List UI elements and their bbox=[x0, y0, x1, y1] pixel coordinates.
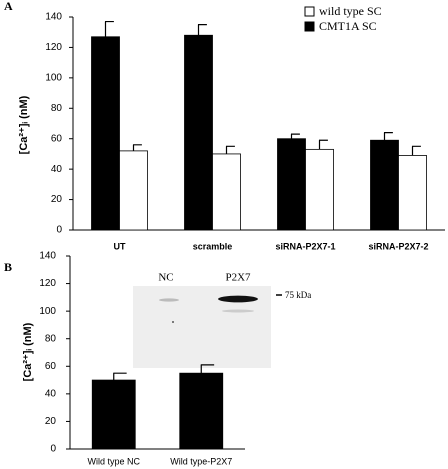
bar bbox=[398, 155, 427, 231]
y-axis-label: [Ca²⁺]ᵢ (nM) bbox=[18, 95, 30, 154]
panel-label: B bbox=[4, 260, 12, 274]
x-tick-label: siRNA-P2X7-2 bbox=[368, 241, 428, 251]
x-tick-label: Wild type-P2X7 bbox=[170, 456, 232, 466]
x-tick-label: siRNA-P2X7-1 bbox=[275, 241, 335, 251]
y-tick-label: 20 bbox=[51, 194, 63, 205]
error-bar bbox=[197, 24, 207, 36]
y-tick-label: 20 bbox=[45, 416, 57, 427]
y-tick-label: 140 bbox=[45, 12, 62, 23]
bar bbox=[212, 153, 241, 231]
legend-swatch bbox=[304, 21, 315, 32]
y-tick-label: 120 bbox=[39, 278, 56, 289]
y-tick-label: 100 bbox=[45, 72, 62, 83]
y-tick-label: 0 bbox=[50, 444, 56, 455]
error-bar bbox=[318, 139, 328, 150]
legend-swatch bbox=[304, 6, 315, 17]
bar bbox=[179, 372, 224, 450]
x-tick-label: UT bbox=[114, 241, 126, 251]
y-axis-label: [Ca²⁺]ᵢ (nM) bbox=[22, 322, 34, 381]
error-bar bbox=[290, 133, 300, 139]
legend-label: CMT1A SC bbox=[319, 19, 377, 33]
y-tick-label: 80 bbox=[51, 103, 63, 114]
y-tick-label: 100 bbox=[39, 306, 56, 317]
bar bbox=[370, 139, 399, 231]
bar bbox=[119, 150, 148, 231]
blot-speck bbox=[172, 321, 174, 323]
error-bar bbox=[200, 364, 215, 374]
bar bbox=[91, 36, 120, 231]
y-tick-label: 140 bbox=[39, 251, 56, 262]
lane-label: P2X7 bbox=[225, 272, 251, 284]
western-blot-inset: NC P2X7 75 kDa bbox=[133, 272, 311, 368]
bar bbox=[91, 379, 136, 450]
x-tick-label: scramble bbox=[193, 241, 233, 251]
error-bar bbox=[132, 144, 142, 151]
blot-band bbox=[222, 309, 254, 313]
x-tick-label: Wild type NC bbox=[87, 456, 140, 466]
error-bar bbox=[383, 132, 393, 141]
error-bar bbox=[411, 145, 421, 156]
y-tick-label: 60 bbox=[51, 133, 63, 144]
lane-label: NC bbox=[158, 272, 173, 284]
bar bbox=[277, 138, 306, 231]
legend-label: wild type SC bbox=[319, 4, 382, 18]
bar bbox=[184, 34, 213, 231]
y-tick-label: 40 bbox=[45, 388, 57, 399]
error-bar bbox=[225, 145, 235, 154]
y-tick-label: 0 bbox=[56, 225, 62, 236]
y-tick-label: 40 bbox=[51, 164, 63, 175]
error-bar bbox=[113, 372, 127, 381]
blot-band bbox=[159, 298, 179, 302]
panel-label: A bbox=[4, 0, 13, 13]
y-tick-label: 60 bbox=[45, 361, 57, 372]
y-tick-label: 120 bbox=[45, 42, 62, 53]
marker-label: 75 kDa bbox=[285, 290, 311, 300]
bar bbox=[305, 148, 334, 231]
error-bar bbox=[104, 20, 114, 37]
y-tick-label: 80 bbox=[45, 333, 57, 344]
blot-band bbox=[218, 295, 258, 303]
